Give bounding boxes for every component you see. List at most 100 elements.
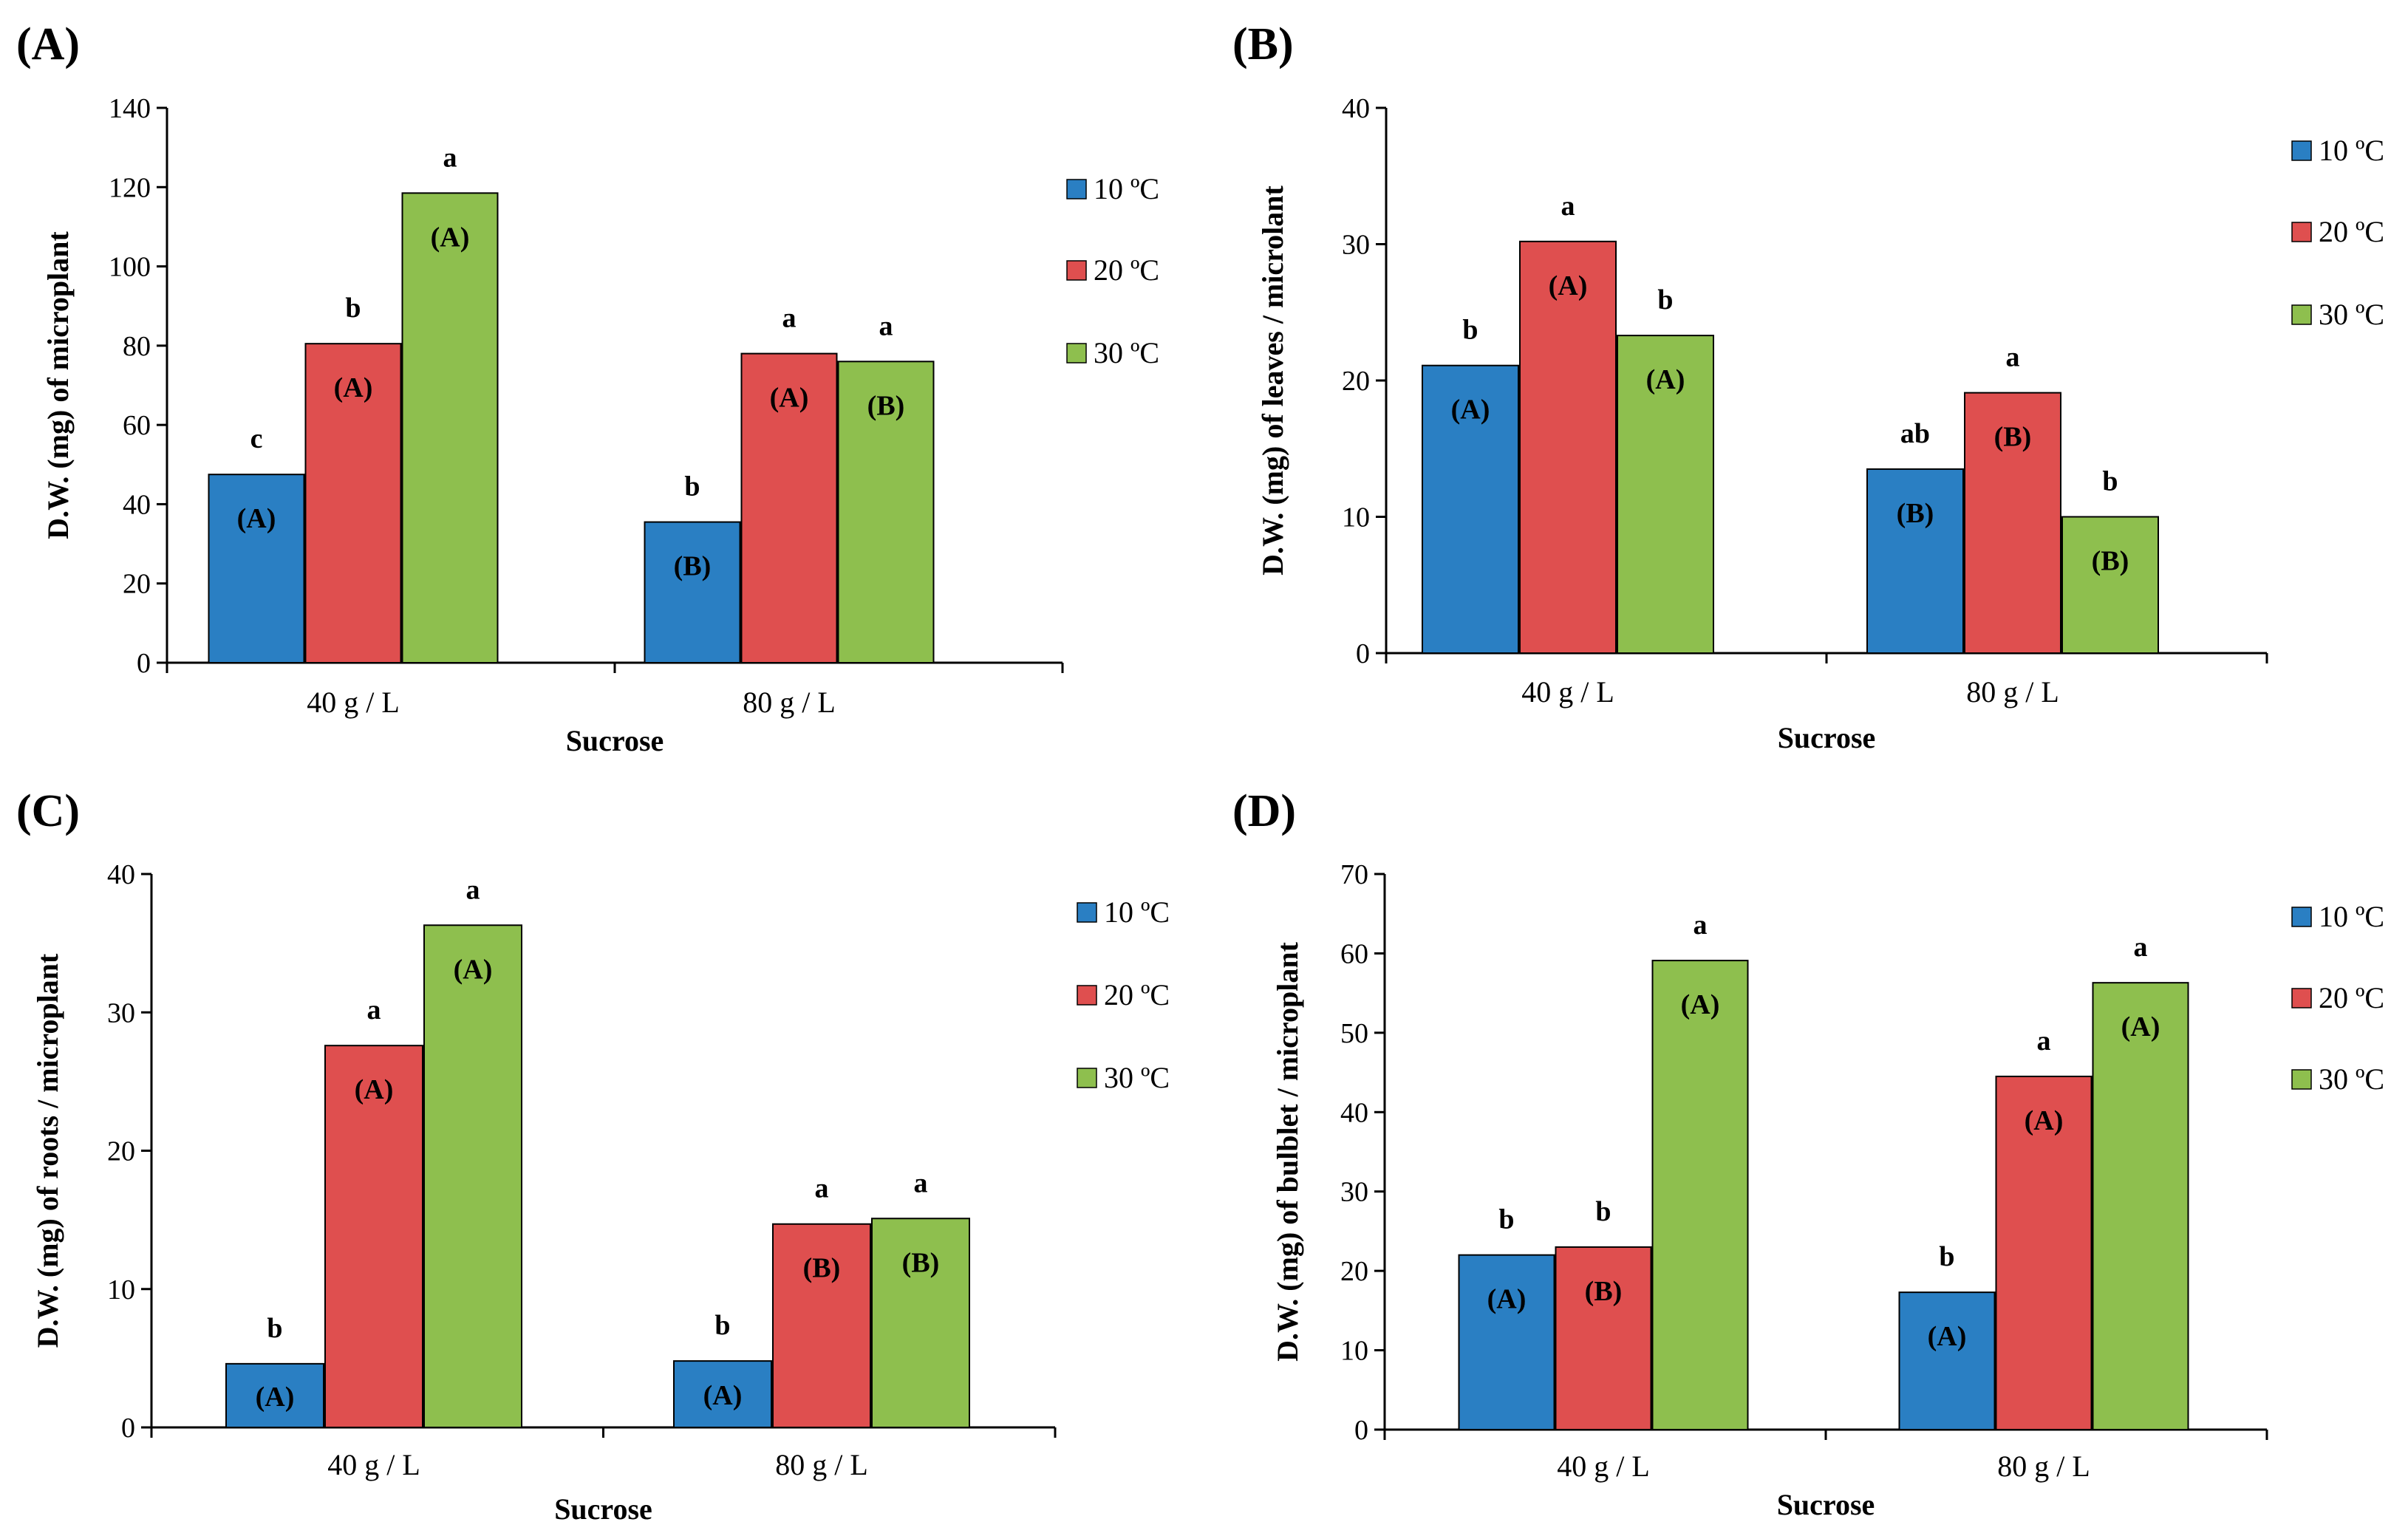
legend-label: 30 ºC [1094,336,1159,369]
bar [1651,960,1749,1430]
y-tick-label: 120 [109,172,151,203]
legend-swatch [1066,179,1087,199]
panel-label: (C) [16,786,80,836]
legend-label: 20 ºC [2319,215,2384,248]
y-tick-label: 30 [1342,230,1370,261]
legend-swatch [1077,985,1097,1006]
group-letter: (A) [2025,1105,2064,1136]
legend-label: 10 ºC [1104,895,1170,929]
legend-label: 30 ºC [1104,1061,1170,1094]
y-tick-label: 30 [1340,1177,1368,1208]
significance-letter: a [2134,932,2148,963]
group-letter: (A) [256,1382,295,1413]
panel-label: (A) [16,19,80,69]
legend-label: 20 ºC [1104,978,1170,1011]
group-letter: (A) [1646,364,1685,395]
y-axis-title: D.W. (mg) of roots / microplant [31,953,64,1348]
significance-letter: a [367,994,381,1025]
x-category-label: 80 g / L [1966,675,2059,709]
group-letter: (A) [237,503,276,534]
y-tick-label: 40 [123,489,151,520]
significance-letter: c [250,423,263,454]
bar [2092,982,2189,1430]
y-tick-label: 40 [107,859,135,890]
bar [1964,392,2061,654]
bar [1458,1254,1555,1430]
significance-letter: a [914,1167,928,1198]
bar [401,192,499,663]
chart-panel: (C) 0 10 20 30 40 D.W. (mg) of roots / micropl… [16,786,1170,1526]
y-axis-title: D.W. (mg) of bulblet / microplant [1271,941,1304,1361]
legend-label: 10 ºC [2319,900,2384,933]
group-letter: (A) [703,1380,743,1411]
y-tick-label: 10 [1340,1336,1368,1367]
group-letter: (A) [1451,395,1490,426]
significance-letter: b [714,1310,730,1341]
significance-letter: a [782,303,797,334]
y-tick-label: 0 [1354,1415,1368,1446]
significance-letter: a [1561,191,1575,222]
y-tick-label: 40 [1342,93,1370,124]
bar [1898,1291,1996,1430]
x-category-label: 40 g / L [1557,1450,1650,1483]
chart-panel: (D) 0 10 20 30 40 50 60 70 D.W. (mg) of bulblet /… [1232,786,2384,1521]
group-letter: (A) [355,1074,394,1105]
bar [1866,468,1964,654]
significance-letter: b [1939,1241,1954,1272]
bar [772,1223,871,1429]
y-tick-label: 10 [1342,502,1370,533]
group-letter: (B) [2092,546,2129,577]
group-letter: (A) [1549,270,1588,301]
bar [324,1045,423,1428]
significance-letter: a [2006,342,2020,373]
significance-letter: b [345,293,361,324]
x-axis-title: Sucrose [1778,721,1876,754]
legend-swatch [1077,902,1097,923]
y-tick-label: 140 [109,93,151,124]
significance-letter: b [684,471,700,502]
significance-letter: b [1595,1196,1611,1227]
group-letter: (B) [1897,498,1934,529]
bar [871,1218,970,1428]
bar [423,924,522,1428]
legend-label: 10 ºC [1094,172,1159,205]
bar [304,343,402,663]
bar [1617,335,1714,654]
y-tick-label: 40 [1340,1097,1368,1128]
x-category-label: 80 g / L [775,1448,868,1481]
y-tick-label: 0 [121,1413,135,1444]
bar [1995,1075,2092,1430]
group-letter: (A) [431,222,470,253]
bar [644,521,741,664]
bar [673,1360,772,1428]
group-letter: (B) [1994,422,2032,453]
group-letter: (A) [1487,1284,1527,1315]
legend-label: 20 ºC [1094,253,1159,287]
y-tick-label: 80 [123,331,151,362]
legend-swatch [2291,907,2312,927]
chart-panel: (B) 0 10 20 30 40 D.W. (mg) of leaves / microl… [1232,19,2384,754]
bar [1555,1246,1652,1431]
significance-letter: b [267,1313,282,1344]
legend-label: 30 ºC [2319,1062,2384,1096]
bar [1519,240,1617,654]
y-tick-label: 20 [1342,366,1370,397]
significance-letter: b [2102,466,2118,497]
significance-letter: a [443,142,457,173]
legend-swatch [2291,1069,2312,1090]
legend-label: 10 ºC [2319,134,2384,167]
legend-swatch [1066,260,1087,281]
legend-swatch [1066,343,1087,363]
bar [740,352,838,663]
group-letter: (A) [454,954,493,985]
group-letter: (B) [1585,1276,1623,1307]
y-axis-title: D.W. (mg) of leaves / microlant [1256,185,1289,575]
significance-letter: b [1462,315,1478,346]
bar [1422,364,1519,654]
legend-swatch [2291,304,2312,325]
group-letter: (B) [674,551,712,582]
group-letter: (B) [867,390,905,421]
y-tick-label: 0 [137,648,151,679]
y-tick-label: 30 [107,997,135,1028]
